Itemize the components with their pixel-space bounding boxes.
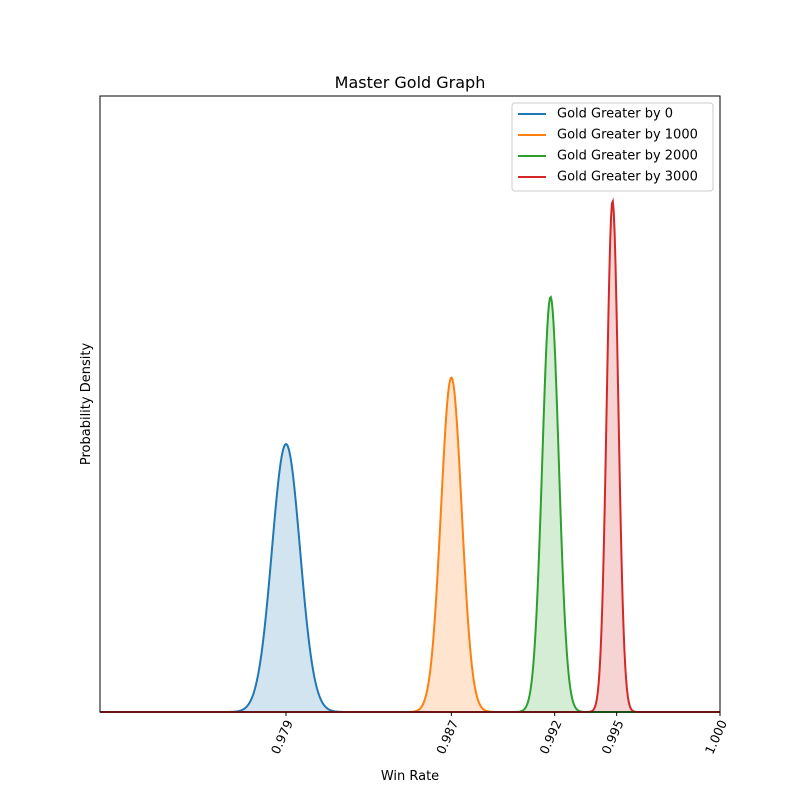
y-axis-label: Probability Density bbox=[79, 343, 94, 466]
legend-label: Gold Greater by 3000 bbox=[557, 170, 698, 185]
x-tick-label: 0.992 bbox=[536, 718, 564, 757]
density-line-series-0 bbox=[100, 442, 720, 713]
x-tick-label: 0.995 bbox=[598, 718, 626, 757]
density-area-series-2 bbox=[100, 297, 720, 712]
x-tick-label: 0.979 bbox=[268, 718, 296, 757]
x-axis-ticks: 0.979 0.987 0.992 0.995 1.000 bbox=[268, 712, 730, 756]
plot-frame bbox=[99, 95, 721, 713]
x-tick-label: 0.987 bbox=[433, 718, 461, 757]
density-area-series-0 bbox=[100, 444, 720, 712]
density-areas bbox=[100, 201, 720, 712]
x-axis-label: Win Rate bbox=[381, 769, 439, 784]
legend-label: Gold Greater by 1000 bbox=[557, 128, 698, 143]
density-line-series-1 bbox=[100, 376, 720, 713]
legend-label: Gold Greater by 2000 bbox=[557, 149, 698, 164]
legend-label: Gold Greater by 0 bbox=[557, 107, 673, 122]
x-tick-label: 1.000 bbox=[702, 718, 730, 757]
legend-box bbox=[511, 102, 714, 192]
chart-title: Master Gold Graph bbox=[335, 73, 486, 92]
density-area-series-1 bbox=[100, 377, 720, 712]
density-lines bbox=[100, 197, 720, 713]
density-area-series-3 bbox=[100, 201, 720, 712]
density-line-series-3 bbox=[100, 197, 720, 713]
density-line-series-2 bbox=[100, 295, 720, 713]
legend: Gold Greater by 0 Gold Greater by 1000 Gol… bbox=[511, 102, 714, 192]
